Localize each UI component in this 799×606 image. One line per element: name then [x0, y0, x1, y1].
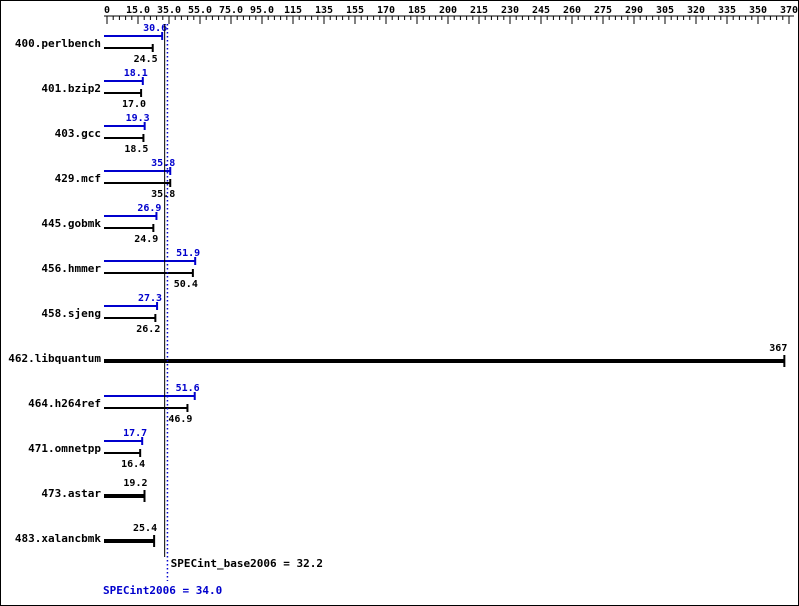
- x-axis-tick-label: 75.0: [219, 5, 243, 16]
- bar-peak-value-label: 18.1: [124, 68, 148, 79]
- bar-peak-value-label: 30.6: [143, 23, 167, 34]
- x-axis-tick-label: 155: [346, 5, 364, 16]
- bar-peak-value-label: 17.7: [123, 428, 147, 439]
- bar-base-value-label: 17.0: [122, 99, 146, 110]
- x-axis-tick-label: 185: [408, 5, 426, 16]
- x-axis-tick-label: 135: [315, 5, 333, 16]
- x-axis-tick-label: 55.0: [188, 5, 212, 16]
- x-axis-tick-label: 200: [439, 5, 457, 16]
- bar-base-value-label: 50.4: [174, 279, 198, 290]
- benchmark-label: 458.sjeng: [41, 307, 101, 320]
- base-mean-label: SPECint_base2006 = 32.2: [171, 557, 323, 570]
- x-axis-tick-label: 95.0: [250, 5, 274, 16]
- benchmark-label: 483.xalancbmk: [15, 532, 101, 545]
- x-axis-tick-label: 170: [377, 5, 395, 16]
- benchmark-label: 401.bzip2: [41, 82, 101, 95]
- x-axis-tick-label: 245: [532, 5, 550, 16]
- x-axis-tick-label: 305: [656, 5, 674, 16]
- bar-base-value-label: 16.4: [121, 459, 145, 470]
- bar-base-value-label: 35.8: [151, 189, 175, 200]
- bar-base-value-label: 18.5: [124, 144, 148, 155]
- benchmark-label: 445.gobmk: [41, 217, 101, 230]
- bar-peak-value-label: 51.9: [176, 248, 200, 259]
- x-axis-tick-label: 275: [594, 5, 612, 16]
- benchmark-label: 456.hmmer: [41, 262, 101, 275]
- bar-peak-value-label: 19.3: [126, 113, 150, 124]
- benchmark-label: 403.gcc: [55, 127, 101, 140]
- bar-base-value-label: 24.9: [134, 234, 158, 245]
- bar-base-value-label: 26.2: [136, 324, 160, 335]
- bar-base-value-label: 46.9: [168, 414, 192, 425]
- benchmark-label: 400.perlbench: [15, 37, 101, 50]
- x-axis-tick-label: 215: [470, 5, 488, 16]
- x-axis-tick-label: 0: [104, 5, 110, 16]
- x-axis-tick-label: 370: [780, 5, 798, 16]
- benchmark-label: 471.omnetpp: [28, 442, 101, 455]
- bar-peak-value-label: 26.9: [137, 203, 161, 214]
- x-axis-tick-label: 290: [625, 5, 643, 16]
- benchmark-label: 464.h264ref: [28, 397, 101, 410]
- bar-single-value-label: 25.4: [133, 523, 157, 534]
- bar-single-value-label: 19.2: [123, 478, 147, 489]
- benchmark-label: 473.astar: [41, 487, 101, 500]
- benchmark-label: 429.mcf: [55, 172, 101, 185]
- x-axis-tick-label: 260: [563, 5, 581, 16]
- bar-peak-value-label: 35.8: [151, 158, 175, 169]
- bar-base-value-label: 24.5: [134, 54, 158, 65]
- x-axis-tick-label: 115: [284, 5, 302, 16]
- peak-mean-label: SPECint2006 = 34.0: [103, 584, 222, 597]
- benchmark-label: 462.libquantum: [8, 352, 101, 365]
- x-axis-tick-label: 35.0: [157, 5, 181, 16]
- bar-peak-value-label: 51.6: [176, 383, 200, 394]
- x-axis-tick-label: 320: [687, 5, 705, 16]
- x-axis-tick-label: 15.0: [126, 5, 150, 16]
- x-axis-tick-label: 335: [718, 5, 736, 16]
- bar-single-value-label: 367: [769, 343, 787, 354]
- bar-peak-value-label: 27.3: [138, 293, 162, 304]
- x-axis-tick-label: 350: [749, 5, 767, 16]
- x-axis-tick-label: 230: [501, 5, 519, 16]
